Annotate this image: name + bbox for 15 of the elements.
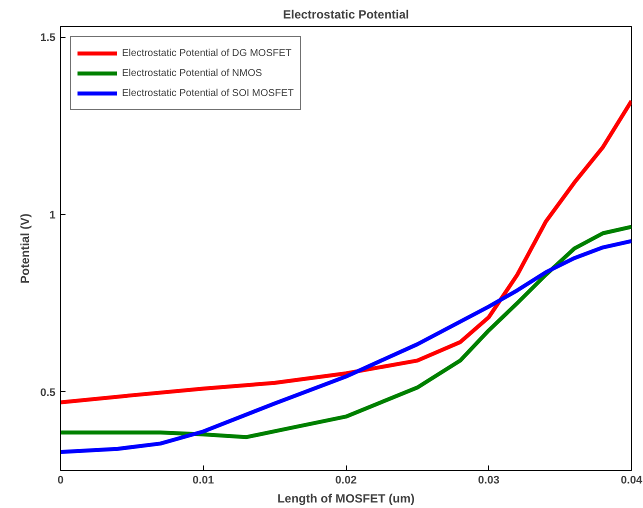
line-series	[60, 98, 632, 404]
chart-title: Electrostatic Potential	[282, 8, 410, 22]
legend-label: Electrostatic Potential of DG MOSFET	[122, 46, 292, 60]
y-axis-title: Potential (V)	[18, 213, 32, 284]
x-tick-label: 0.04	[620, 474, 643, 486]
y-tick-label: 0.5	[40, 386, 56, 399]
y-tick-label: 1	[49, 209, 56, 222]
x-tick-label: 0.01	[192, 474, 214, 486]
legend-label: Electrostatic Potential of SOI MOSFET	[122, 86, 294, 100]
x-tick-label: 0	[57, 474, 64, 486]
x-axis-title: Length of MOSFET (um)	[277, 492, 415, 506]
y-tick-label: 1.5	[40, 32, 56, 44]
legend-label: Electrostatic Potential of NMOS	[122, 66, 262, 80]
x-tick-label: 0.02	[335, 474, 357, 486]
x-tick-label: 0.03	[478, 474, 500, 486]
